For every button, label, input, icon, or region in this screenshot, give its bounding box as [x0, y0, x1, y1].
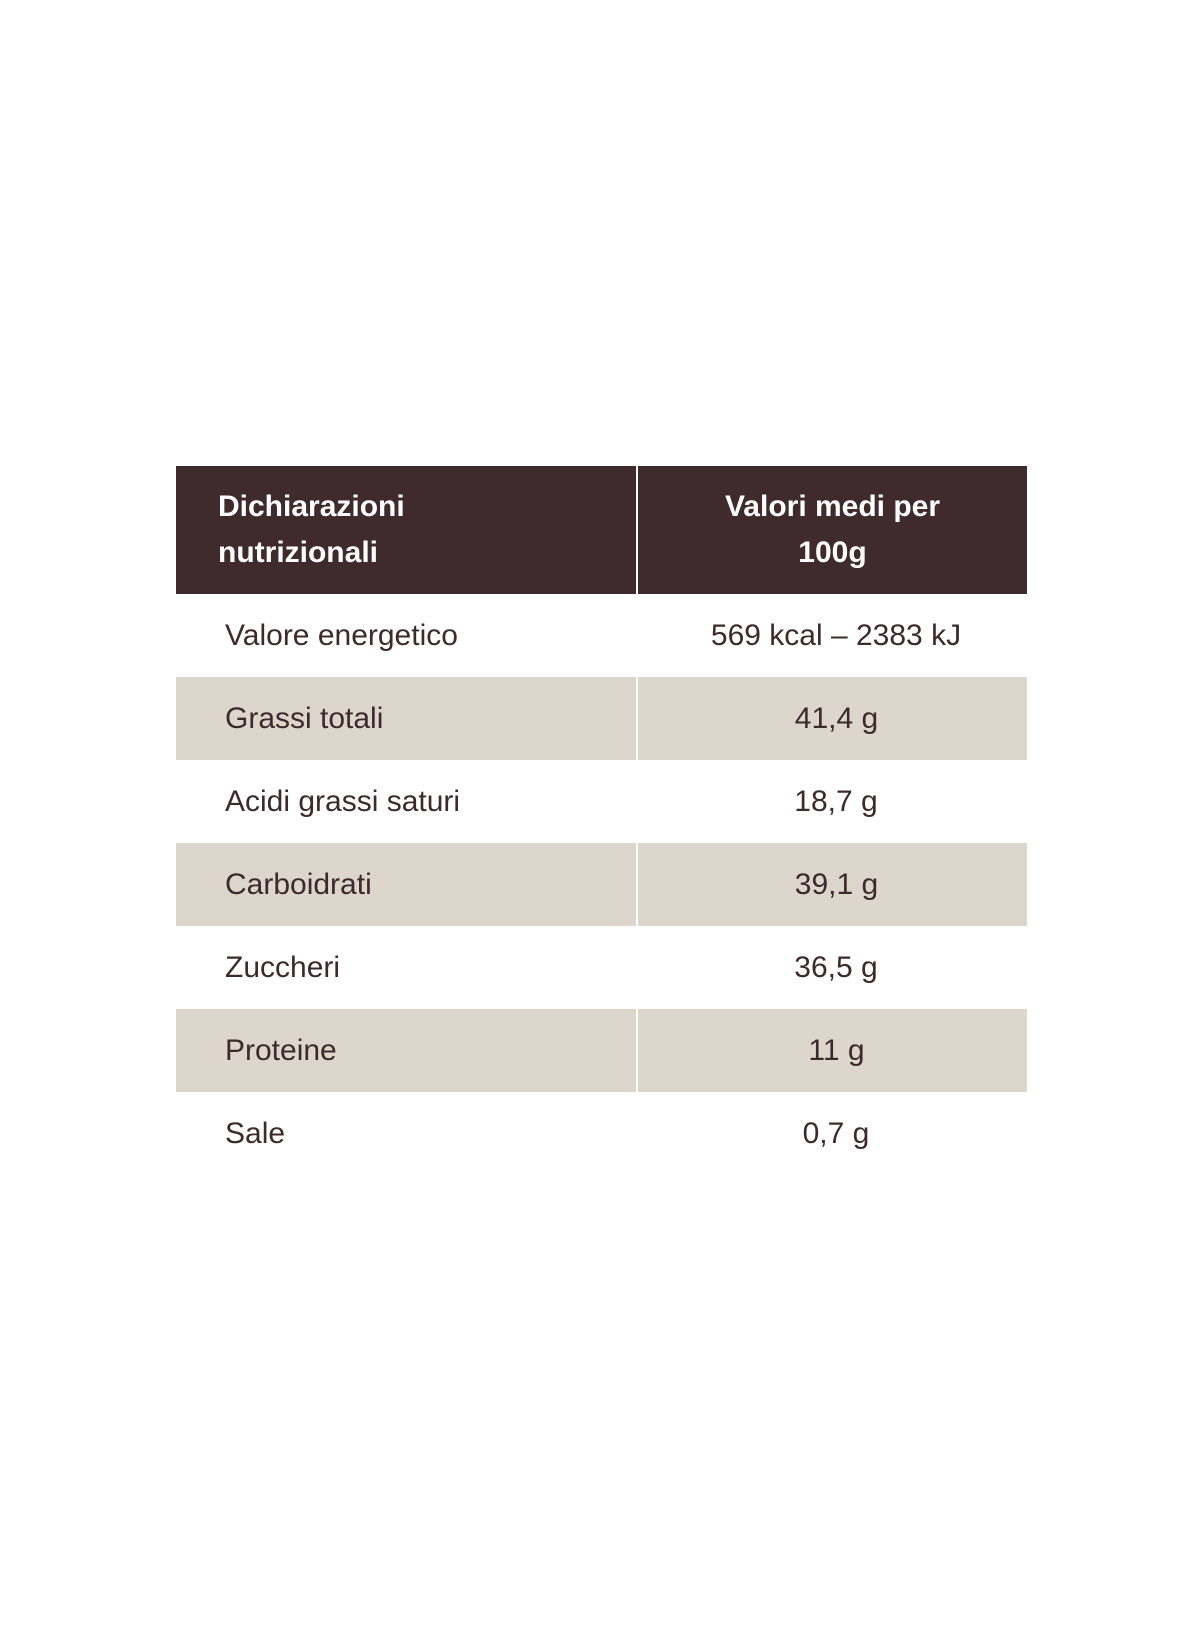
header-average-values-label: Valori medi per 100g — [724, 490, 941, 569]
header-row: Dichiarazioni nutrizionali Valori medi p… — [176, 466, 1027, 594]
nutrient-name: Carboidrati — [176, 843, 638, 926]
header-nutrition-declarations: Dichiarazioni nutrizionali — [176, 466, 638, 594]
table-row: Valore energetico 569 kcal – 2383 kJ — [176, 594, 1027, 677]
nutrient-name: Proteine — [176, 1009, 638, 1092]
nutrient-value: 41,4 g — [637, 677, 1027, 760]
nutrient-value: 0,7 g — [637, 1092, 1027, 1175]
table-row: Zuccheri 36,5 g — [176, 926, 1027, 1009]
nutrient-value: 18,7 g — [637, 760, 1027, 843]
nutrition-table: Dichiarazioni nutrizionali Valori medi p… — [176, 466, 1027, 1175]
table-row: Sale 0,7 g — [176, 1092, 1027, 1175]
table-row: Proteine 11 g — [176, 1009, 1027, 1092]
nutrient-name: Sale — [176, 1092, 637, 1175]
nutrient-name: Valore energetico — [176, 594, 637, 677]
header-average-values: Valori medi per 100g — [637, 466, 1027, 594]
nutrient-value: 11 g — [637, 1009, 1027, 1092]
table-row: Acidi grassi saturi 18,7 g — [176, 760, 1027, 843]
table-row: Grassi totali 41,4 g — [176, 677, 1027, 760]
nutrient-value: 39,1 g — [637, 843, 1027, 926]
nutrient-name: Zuccheri — [176, 926, 637, 1009]
table-row: Carboidrati 39,1 g — [176, 843, 1027, 926]
header-nutrition-declarations-label: Dichiarazioni nutrizionali — [218, 490, 405, 569]
nutrient-value: 36,5 g — [637, 926, 1027, 1009]
nutrient-name: Grassi totali — [176, 677, 638, 760]
nutrient-name: Acidi grassi saturi — [176, 760, 637, 843]
nutrient-value: 569 kcal – 2383 kJ — [637, 594, 1027, 677]
